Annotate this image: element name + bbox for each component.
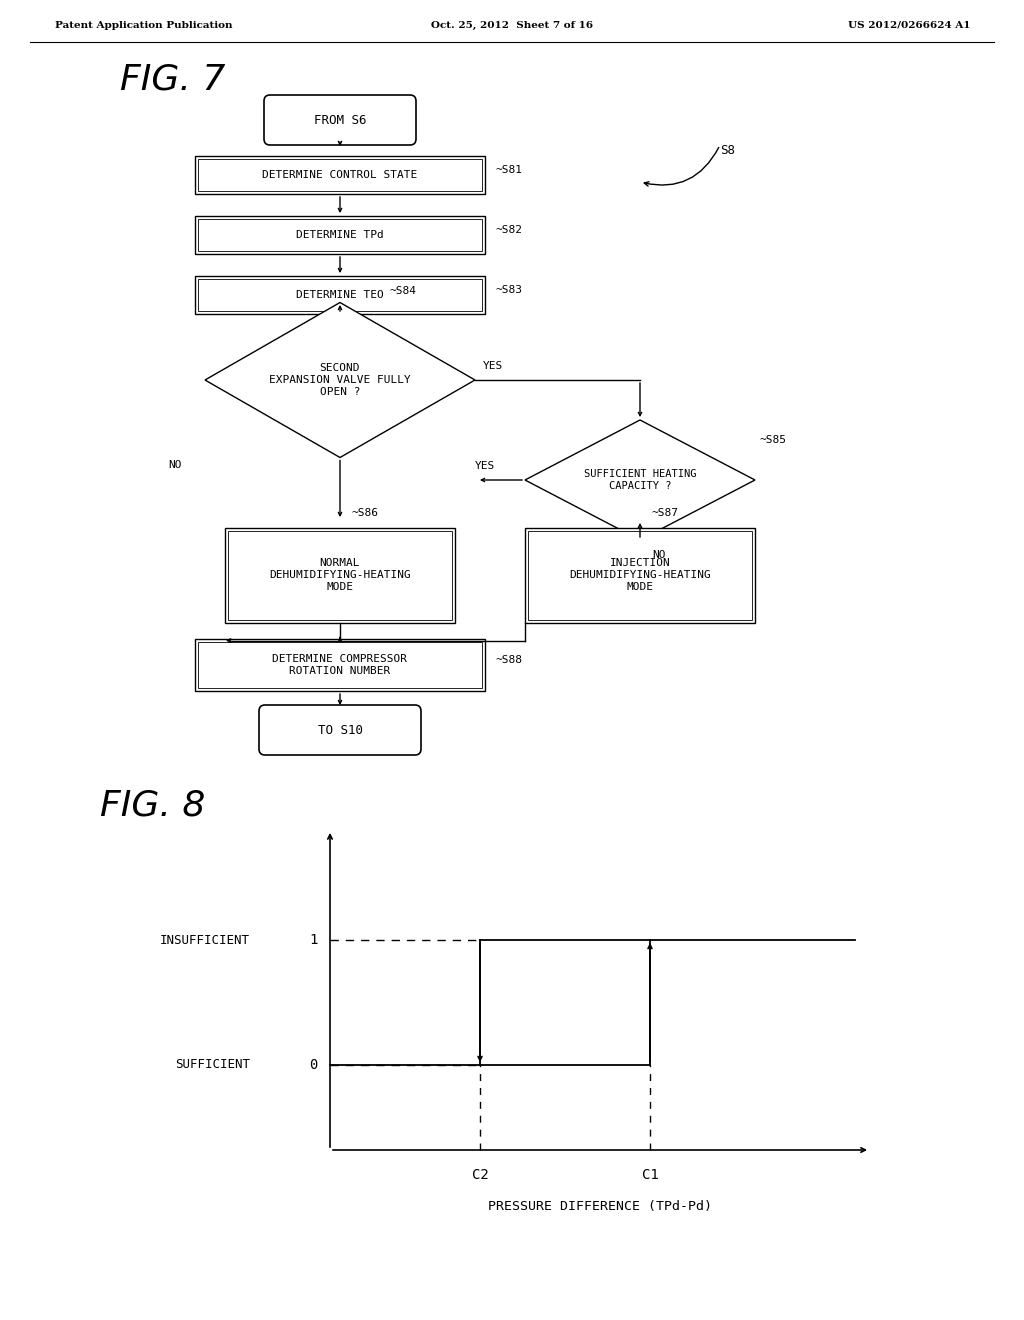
Polygon shape bbox=[525, 420, 755, 540]
Text: ~S88: ~S88 bbox=[495, 655, 522, 665]
Text: YES: YES bbox=[483, 360, 503, 371]
Text: FIG. 8: FIG. 8 bbox=[100, 788, 206, 822]
Text: ~S83: ~S83 bbox=[495, 285, 522, 294]
Polygon shape bbox=[205, 302, 475, 458]
Bar bbox=[528, 531, 752, 619]
Text: NO: NO bbox=[652, 550, 666, 560]
Text: S8: S8 bbox=[720, 144, 735, 157]
FancyBboxPatch shape bbox=[264, 95, 416, 145]
Text: C2: C2 bbox=[472, 1168, 488, 1181]
Text: INSUFFICIENT: INSUFFICIENT bbox=[160, 933, 250, 946]
Bar bbox=[198, 158, 482, 191]
Text: SECOND
EXPANSION VALVE FULLY
OPEN ?: SECOND EXPANSION VALVE FULLY OPEN ? bbox=[269, 363, 411, 396]
Text: ~S82: ~S82 bbox=[495, 224, 522, 235]
Text: DETERMINE TEO: DETERMINE TEO bbox=[296, 290, 384, 300]
Bar bbox=[195, 639, 485, 690]
Text: DETERMINE COMPRESSOR
ROTATION NUMBER: DETERMINE COMPRESSOR ROTATION NUMBER bbox=[272, 655, 408, 676]
Text: TO S10: TO S10 bbox=[317, 723, 362, 737]
Bar bbox=[195, 276, 485, 314]
Text: NO: NO bbox=[168, 461, 181, 470]
Text: PRESSURE DIFFERENCE (TPd-Pd): PRESSURE DIFFERENCE (TPd-Pd) bbox=[488, 1200, 712, 1213]
Text: DETERMINE TPd: DETERMINE TPd bbox=[296, 230, 384, 240]
Text: SUFFICIENT: SUFFICIENT bbox=[175, 1059, 250, 1072]
Text: Oct. 25, 2012  Sheet 7 of 16: Oct. 25, 2012 Sheet 7 of 16 bbox=[431, 21, 593, 29]
Text: FIG. 7: FIG. 7 bbox=[120, 63, 225, 96]
Text: INJECTION
DEHUMIDIFYING-HEATING
MODE: INJECTION DEHUMIDIFYING-HEATING MODE bbox=[569, 558, 711, 591]
Bar bbox=[195, 216, 485, 253]
Text: DETERMINE CONTROL STATE: DETERMINE CONTROL STATE bbox=[262, 170, 418, 180]
Bar bbox=[198, 642, 482, 688]
Text: ~S84: ~S84 bbox=[390, 285, 417, 296]
Bar bbox=[198, 279, 482, 312]
Text: ~S87: ~S87 bbox=[652, 508, 679, 519]
Text: ~S86: ~S86 bbox=[352, 508, 379, 519]
Text: ~S81: ~S81 bbox=[495, 165, 522, 176]
Text: US 2012/0266624 A1: US 2012/0266624 A1 bbox=[848, 21, 970, 29]
Text: C1: C1 bbox=[642, 1168, 658, 1181]
Bar bbox=[225, 528, 455, 623]
Bar bbox=[195, 156, 485, 194]
Bar bbox=[198, 219, 482, 251]
Text: 1: 1 bbox=[309, 933, 318, 946]
Text: FROM S6: FROM S6 bbox=[313, 114, 367, 127]
Bar bbox=[525, 528, 755, 623]
FancyBboxPatch shape bbox=[259, 705, 421, 755]
Text: YES: YES bbox=[475, 461, 496, 471]
Bar bbox=[228, 531, 452, 619]
Text: 0: 0 bbox=[309, 1059, 318, 1072]
Text: NORMAL
DEHUMIDIFYING-HEATING
MODE: NORMAL DEHUMIDIFYING-HEATING MODE bbox=[269, 558, 411, 591]
Text: ~S85: ~S85 bbox=[760, 436, 787, 445]
Text: Patent Application Publication: Patent Application Publication bbox=[55, 21, 232, 29]
Text: SUFFICIENT HEATING
CAPACITY ?: SUFFICIENT HEATING CAPACITY ? bbox=[584, 469, 696, 491]
